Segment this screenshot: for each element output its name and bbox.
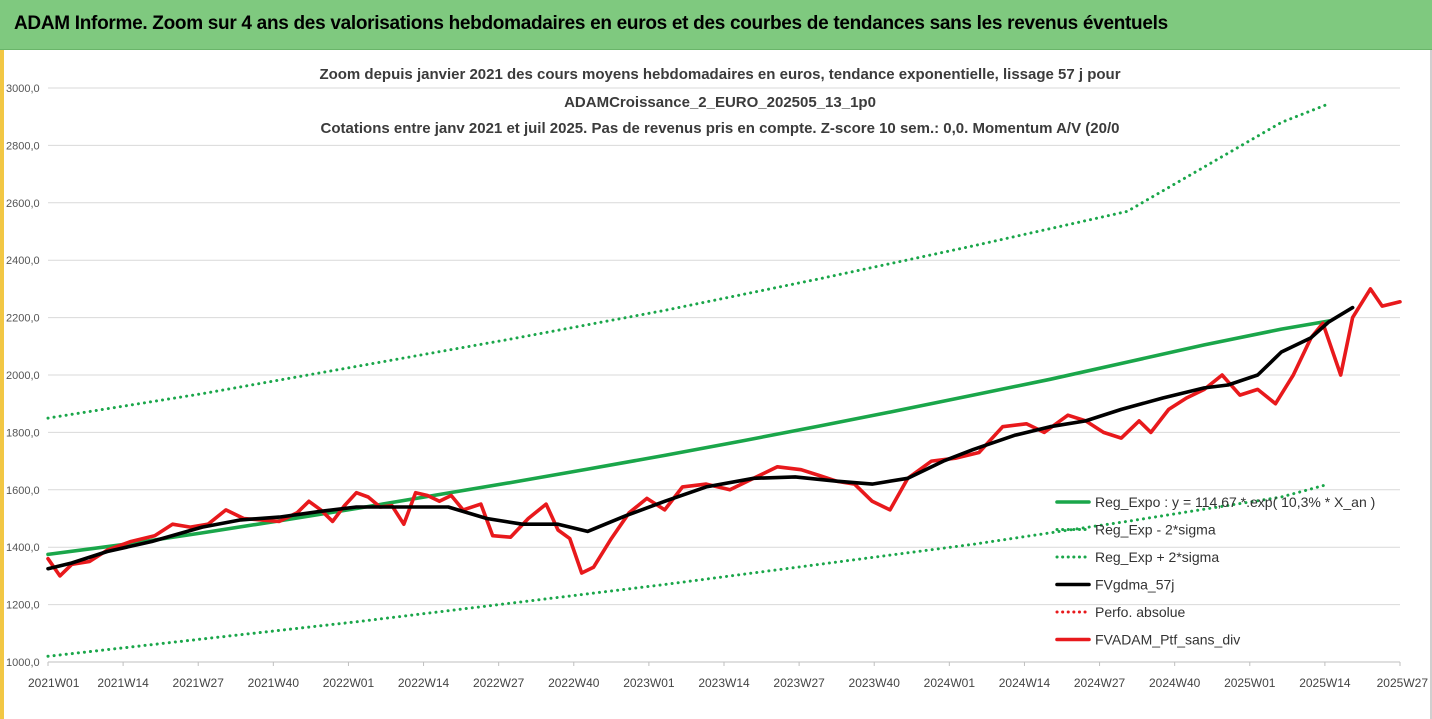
x-tick-label: 2021W01 [28,676,80,690]
x-tick-label: 2025W14 [1299,676,1351,690]
legend-label: Perfo. absolue [1095,604,1185,620]
series-lines [46,102,1402,658]
y-tick-label: 2800,0 [6,140,40,152]
right-border [1430,50,1432,719]
header-banner: ADAM Informe. Zoom sur 4 ans des valoris… [0,0,1432,50]
y-tick-label: 1600,0 [6,485,40,497]
chart-title-line: Zoom depuis janvier 2021 des cours moyen… [319,66,1120,83]
x-tick-label: 2023W40 [849,676,901,690]
legend: Reg_Expo : y = 114,67 *.exp( 10,3% * X_a… [1055,494,1375,648]
legend-label: FVADAM_Ptf_sans_div [1095,632,1240,648]
legend-label: Reg_Exp - 2*sigma [1095,522,1216,538]
y-tick-label: 1800,0 [6,427,40,439]
series-line-0 [46,319,1331,557]
axes: 1000,0 1200,0 1400,0 1600,0 1800,0 2000,0 2200… [6,83,1428,690]
y-tick-label: 1200,0 [6,600,40,612]
x-tick-label: 2023W01 [623,676,675,690]
x-tick-label: 2021W14 [97,676,149,690]
series-line-2 [46,102,1331,420]
x-tick-label: 2025W27 [1377,676,1429,690]
series-line-3 [46,305,1355,571]
x-tick-label: 2022W27 [473,676,525,690]
chart-title-line: ADAMCroissance_2_EURO_202505_13_1p0 [564,94,876,111]
series-line-1 [46,482,1331,658]
x-tick-label: 2023W27 [773,676,825,690]
x-tick-label: 2022W40 [548,676,600,690]
chart-title: Zoom depuis janvier 2021 des cours moyen… [319,66,1120,137]
y-tick-label: 1000,0 [6,657,40,669]
y-tick-label: 2600,0 [6,198,40,210]
y-tick-label: 1400,0 [6,542,40,554]
x-tick-label: 2024W14 [999,676,1051,690]
x-tick-label: 2024W40 [1149,676,1201,690]
legend-label: Reg_Exp + 2*sigma [1095,549,1219,565]
x-tick-label: 2022W01 [323,676,375,690]
y-tick-label: 2200,0 [6,313,40,325]
x-tick-label: 2025W01 [1224,676,1276,690]
left-accent-bar [0,50,4,719]
x-tick-label: 2024W27 [1074,676,1126,690]
series-line-5 [46,287,1402,578]
gridlines [48,87,1400,663]
x-tick-label: 2022W14 [398,676,450,690]
chart-title-line: Cotations entre janv 2021 et juil 2025. … [321,120,1120,137]
legend-label: FVgdma_57j [1095,577,1174,593]
x-tick-label: 2023W14 [698,676,750,690]
x-tick-label: 2021W27 [173,676,225,690]
x-tick-label: 2021W40 [248,676,300,690]
y-tick-label: 2000,0 [6,370,40,382]
y-tick-label: 2400,0 [6,255,40,267]
x-tick-label: 2024W01 [924,676,976,690]
legend-label: Reg_Expo : y = 114,67 *.exp( 10,3% * X_a… [1095,494,1375,510]
y-tick-label: 3000,0 [6,83,40,95]
banner-title: ADAM Informe. Zoom sur 4 ans des valoris… [14,13,1168,34]
